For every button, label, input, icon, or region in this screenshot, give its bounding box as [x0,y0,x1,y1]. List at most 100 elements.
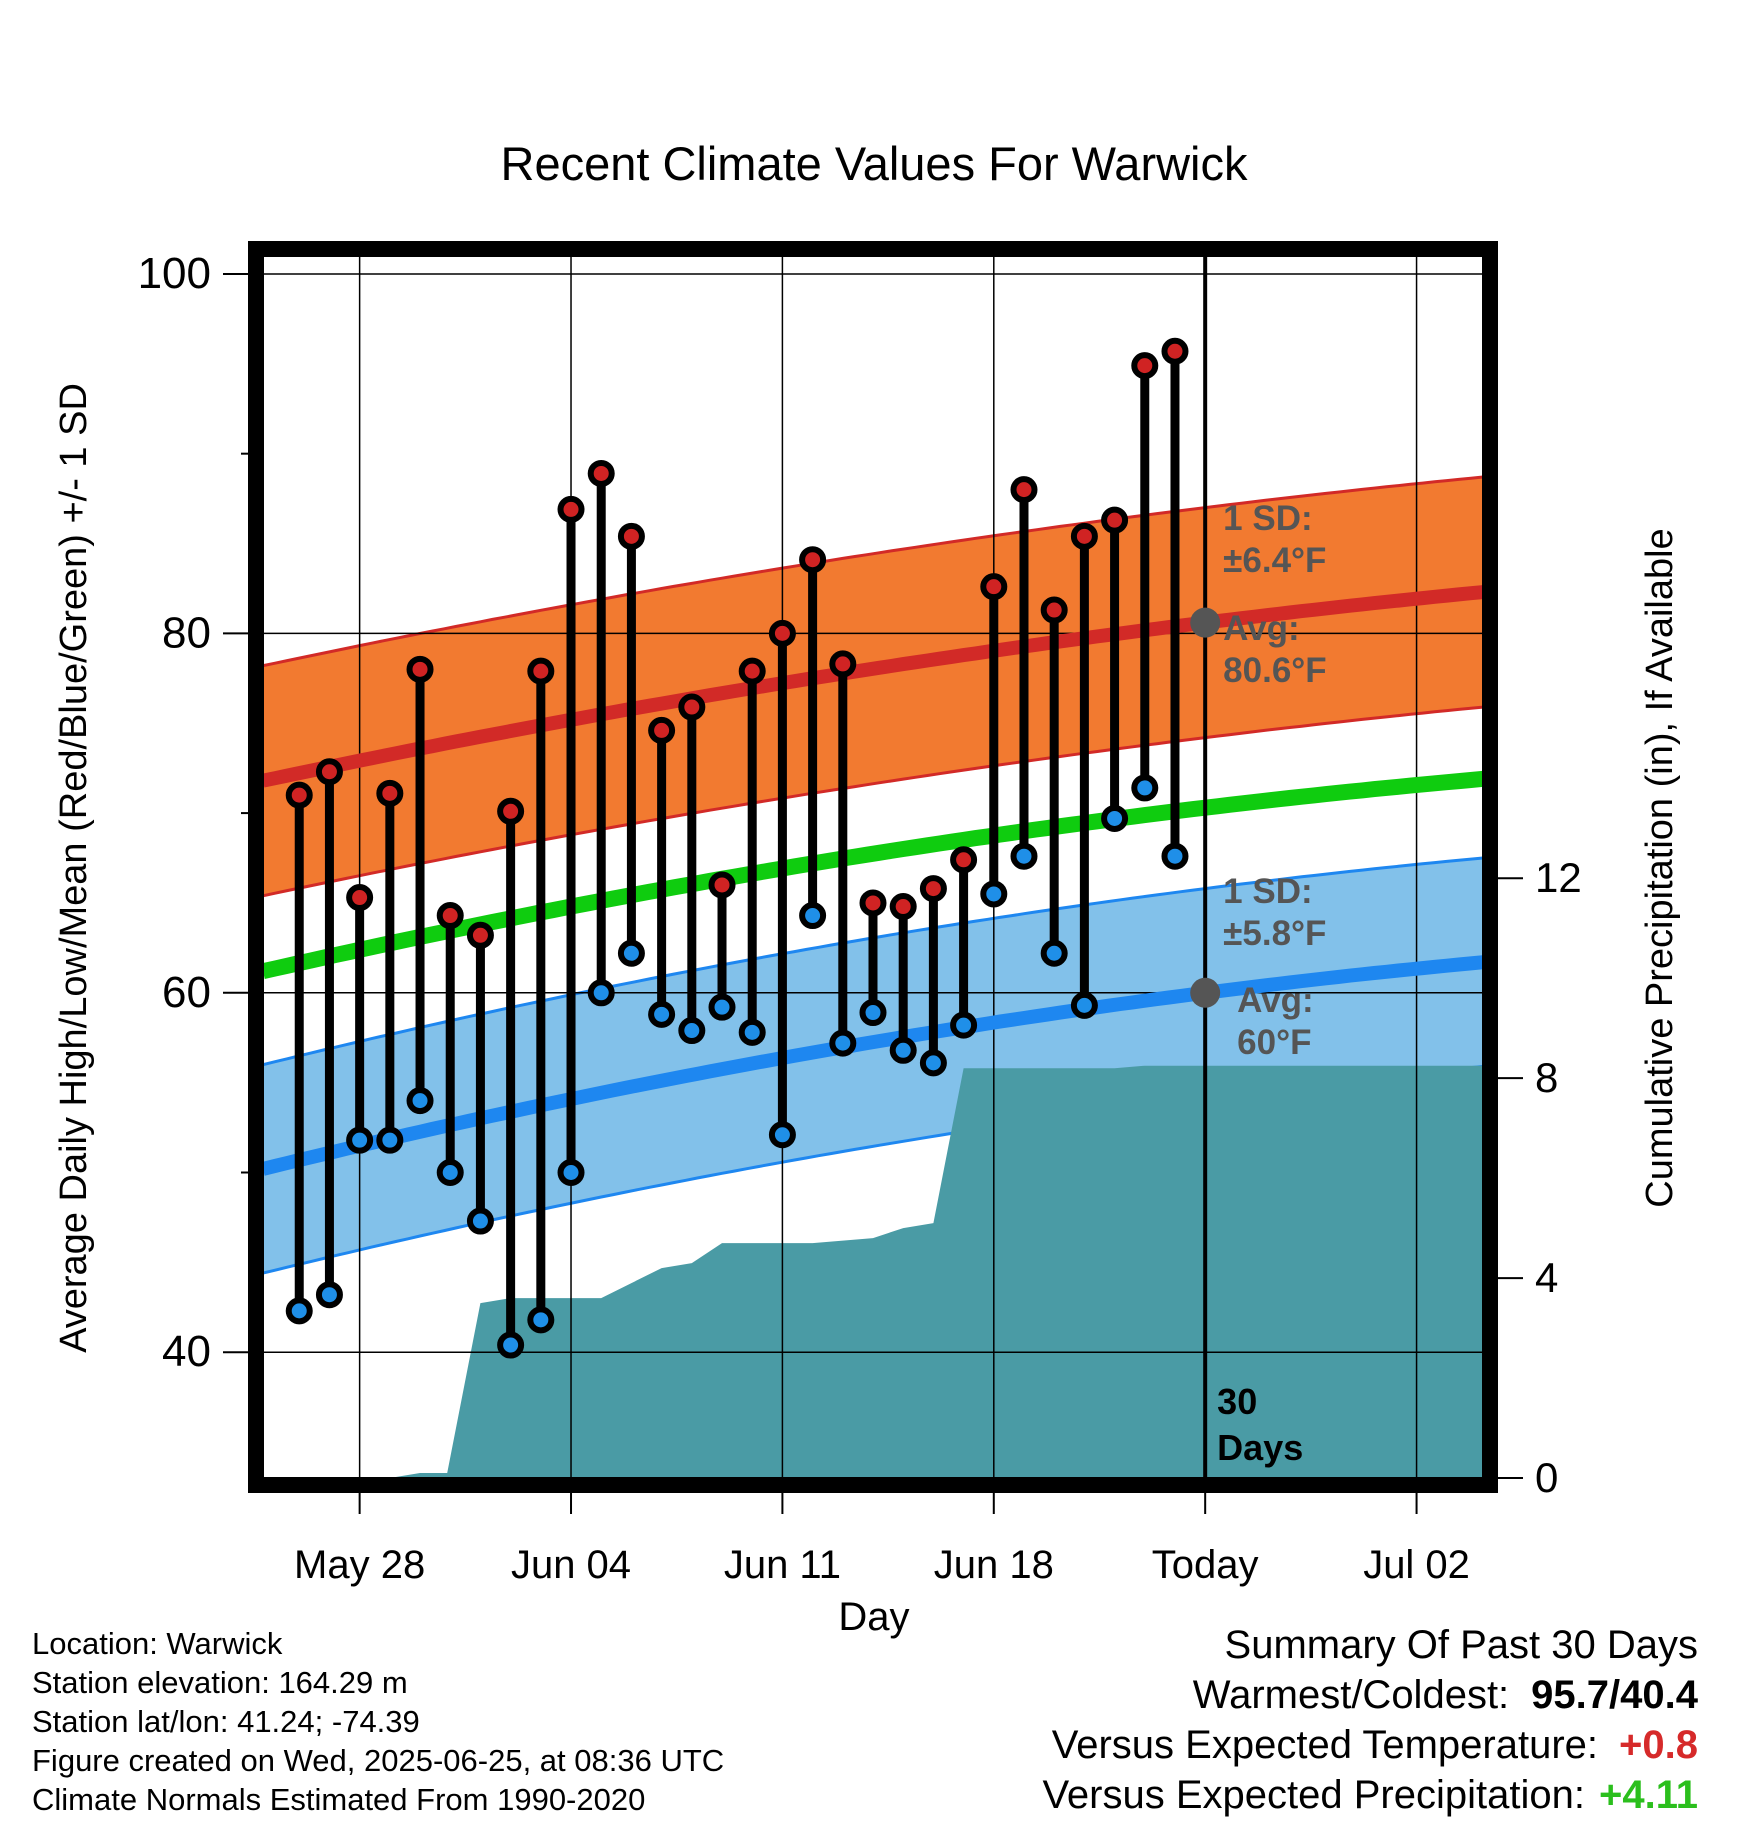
axes: 40 60 80 100 0 4 8 12 May 28 Jun 04 Jun 11 Jun 18 To… [138,249,1582,1587]
x-tick-label-0: May 28 [294,1543,425,1587]
high-point-9 [527,657,555,685]
info-created: Figure created on Wed, 2025-06-25, at 08… [32,1743,725,1778]
high-point-5 [406,655,434,683]
summary-title: Summary Of Past 30 Days [1224,1623,1698,1667]
high-point-25 [1010,476,1038,504]
info-normals: Climate Normals Estimated From 1990-2020 [32,1782,646,1817]
low-point-23 [950,1011,978,1039]
x-axis-label: Day [838,1595,909,1639]
high-point-30 [1161,337,1189,365]
high-point-19 [829,650,857,678]
y2-tick-label-2: 8 [1535,1054,1558,1101]
low-point-1 [285,1297,313,1325]
high-point-4 [376,779,404,807]
high-point-11 [587,459,615,487]
precip-layer [299,1065,1483,1478]
low-point-29 [1131,774,1159,802]
low-point-18 [799,902,827,930]
high-point-2 [315,758,343,786]
low-point-15 [708,993,736,1021]
low-point-14 [678,1017,706,1045]
x-tick-label-3: Jun 18 [934,1543,1054,1587]
low-sd-label: 1 SD: [1223,872,1312,911]
y2-tick-label-0: 0 [1535,1454,1558,1501]
warmest-label: Warmest/Coldest: [1192,1673,1510,1717]
summary-warmest: Warmest/Coldest: 95.7/40.4 [1042,1670,1698,1720]
info-location: Location: Warwick [32,1626,283,1661]
low-point-8 [497,1331,525,1359]
summary-precip: Versus Expected Precipitation: +4.11 [1042,1770,1698,1820]
chart-title: Recent Climate Values For Warwick [501,137,1248,190]
low-point-21 [889,1036,917,1064]
low-avg-label: Avg: [1237,981,1313,1020]
high-point-15 [708,871,736,899]
summary-panel: Summary Of Past 30 Days Warmest/Coldest:… [1042,1620,1698,1820]
low-avg-value: 60°F [1237,1023,1311,1062]
high-point-26 [1040,596,1068,624]
temp-value: +0.8 [1619,1723,1698,1767]
y-tick-label-2: 80 [162,608,211,657]
high-point-22 [919,875,947,903]
x-tick-label-5: Jul 02 [1363,1543,1470,1587]
high-point-20 [859,889,887,917]
low-point-10 [557,1159,585,1186]
low-point-12 [617,939,645,967]
normal-lines [263,256,1483,1478]
high-point-18 [799,546,827,574]
x-tick-label-4: Today [1152,1543,1259,1587]
high-avg-label: Avg: [1223,609,1299,648]
high-point-14 [678,693,706,721]
high-point-3 [346,884,374,912]
high-avg-value: 80.6°F [1223,651,1327,690]
low-point-19 [829,1029,857,1057]
high-point-24 [980,573,1008,601]
y-tick-label-1: 60 [162,968,211,1017]
high-point-12 [617,522,645,550]
high-point-1 [285,781,313,809]
precip-area [299,1065,1483,1478]
high-point-13 [648,716,676,744]
high-point-23 [950,846,978,874]
high-point-8 [497,797,525,825]
normal-high-line [263,585,1483,788]
low-point-13 [648,1000,676,1028]
warmest-value: 95.7/40.4 [1531,1673,1698,1717]
low-point-30 [1161,842,1189,870]
today-days-label: Days [1217,1427,1303,1468]
x-tick-label-2: Jun 11 [724,1543,841,1587]
station-info: Location: Warwick Station elevation: 164… [32,1624,724,1819]
normal-low-line [263,955,1483,1176]
daily-stems [285,337,1189,1359]
low-point-7 [466,1207,494,1235]
high-point-7 [466,921,494,949]
plot-border [248,241,1498,1493]
low-point-6 [436,1159,464,1186]
info-latlon: Station lat/lon: 41.24; -74.39 [32,1704,420,1739]
high-point-10 [557,495,585,523]
summary-temp: Versus Expected Temperature: +0.8 [1042,1720,1698,1770]
x-tick-label-1: Jun 04 [511,1543,631,1587]
high-sd-upper [263,475,1483,668]
low-point-9 [527,1306,555,1334]
high-sd-value: ±6.4°F [1223,541,1326,580]
precip-label: Versus Expected Precipitation: [1042,1773,1585,1817]
high-sd-label: 1 SD: [1223,499,1312,538]
y2-axis-label: Cumulative Precipitation (in), If Availa… [1639,528,1681,1207]
high-point-28 [1101,506,1129,534]
high-point-21 [889,893,917,921]
low-point-25 [1010,842,1038,870]
low-point-27 [1070,991,1098,1019]
y-tick-label-3: 100 [138,249,211,298]
y-axis-label: Average Daily High/Low/Mean (Red/Blue/Gr… [53,383,95,1353]
high-point-17 [768,619,796,647]
low-point-28 [1101,804,1129,832]
precip-value: +4.11 [1598,1773,1698,1817]
low-point-24 [980,880,1008,908]
y2-tick-label-1: 4 [1535,1254,1558,1301]
high-point-6 [436,902,464,930]
low-point-17 [768,1121,796,1149]
low-point-11 [587,979,615,1007]
low-point-22 [919,1049,947,1077]
